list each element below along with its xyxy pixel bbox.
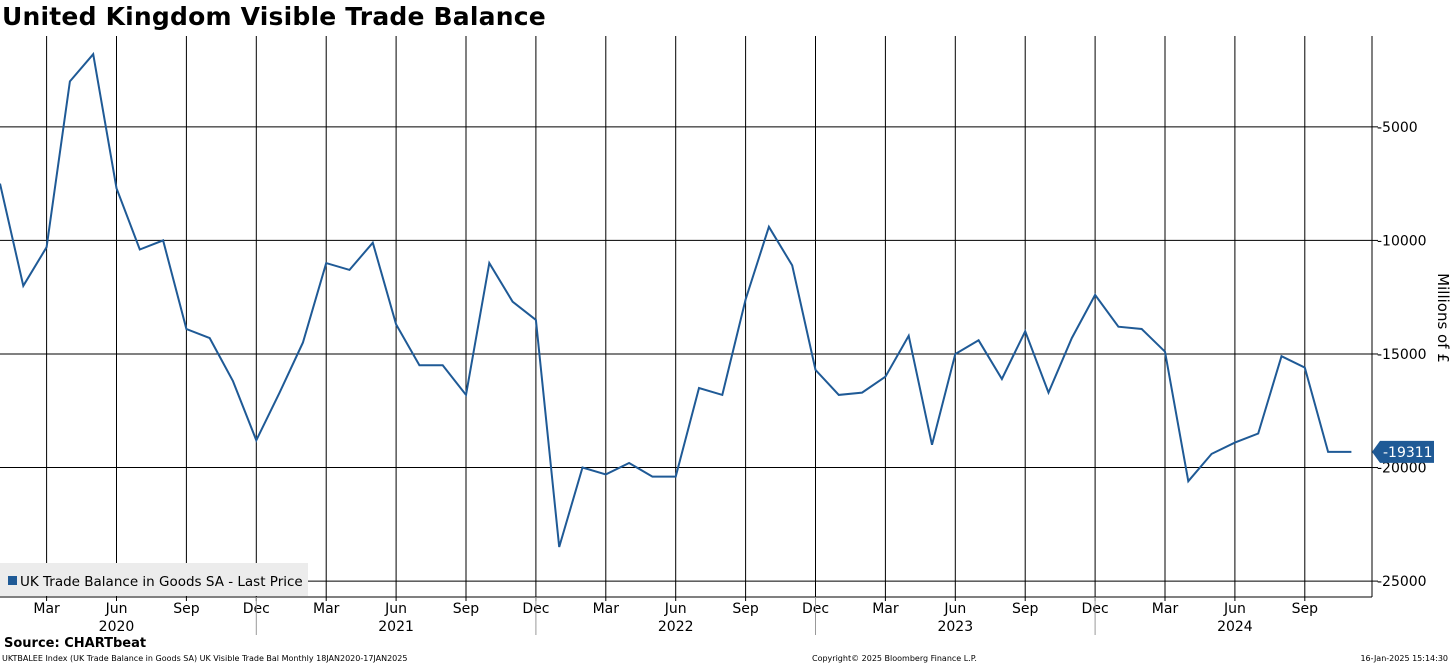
plot-frame [0, 36, 1373, 598]
x-month-label: Jun [943, 601, 966, 617]
x-month-label: Mar [872, 601, 899, 617]
x-month-label: Sep [1292, 601, 1319, 617]
x-month-label: Jun [105, 601, 128, 617]
y-tick-label: -25000 [1377, 574, 1427, 590]
y-tick-label: -5000 [1377, 120, 1418, 136]
x-year-label: 2022 [658, 619, 694, 635]
x-month-label: Sep [732, 601, 759, 617]
x-month-label: Sep [173, 601, 200, 617]
y-axis-label: Millions of £ [1434, 273, 1452, 363]
x-year-label: 2021 [378, 619, 414, 635]
last-value-text: -19311 [1383, 445, 1433, 461]
x-month-label: Mar [33, 601, 60, 617]
legend-label: UK Trade Balance in Goods SA - Last Pric… [20, 574, 303, 590]
last-value-badge [1372, 440, 1434, 463]
x-month-label: Mar [1152, 601, 1179, 617]
x-year-label: 2024 [1217, 619, 1253, 635]
legend: UK Trade Balance in Goods SA - Last Pric… [0, 563, 308, 596]
y-tick-label: -10000 [1377, 233, 1427, 249]
y-tick-label: -20000 [1377, 461, 1427, 477]
source-label: Source: CHARTbeat [4, 636, 147, 651]
legend-swatch [8, 576, 17, 585]
x-year-label: 2020 [99, 619, 135, 635]
series-layer [0, 51, 1352, 548]
timestamp: 16-Jan-2025 15:14:30 [1360, 654, 1448, 663]
y-tick-label: -15000 [1377, 347, 1427, 363]
x-month-label: Mar [593, 601, 620, 617]
x-month-label: Jun [664, 601, 687, 617]
trade-balance-line [0, 51, 1352, 548]
x-month-label: Jun [384, 601, 407, 617]
x-month-label: Jun [1223, 601, 1246, 617]
x-month-label: Mar [313, 601, 340, 617]
x-month-label: Sep [1012, 601, 1039, 617]
x-axis: Mar Jun Sep Dec Mar Jun Sep Dec Mar Jun Sep Dec Mar J… [33, 597, 1318, 635]
legend-box [0, 563, 308, 596]
chart-title: United Kingdom Visible Trade Balance [2, 2, 546, 31]
last-value-marker: -19311 [1372, 440, 1434, 463]
y-axis-ticks: -5000 -10000 -15000 -20000 -25000 [1372, 120, 1427, 590]
index-info: UKTBALEE Index (UK Trade Balance in Good… [2, 654, 408, 663]
x-month-label: Sep [453, 601, 480, 617]
x-year-label: 2023 [937, 619, 973, 635]
vertical-gridlines [46, 36, 1306, 597]
copyright: Copyright© 2025 Bloomberg Finance L.P. [812, 654, 977, 663]
